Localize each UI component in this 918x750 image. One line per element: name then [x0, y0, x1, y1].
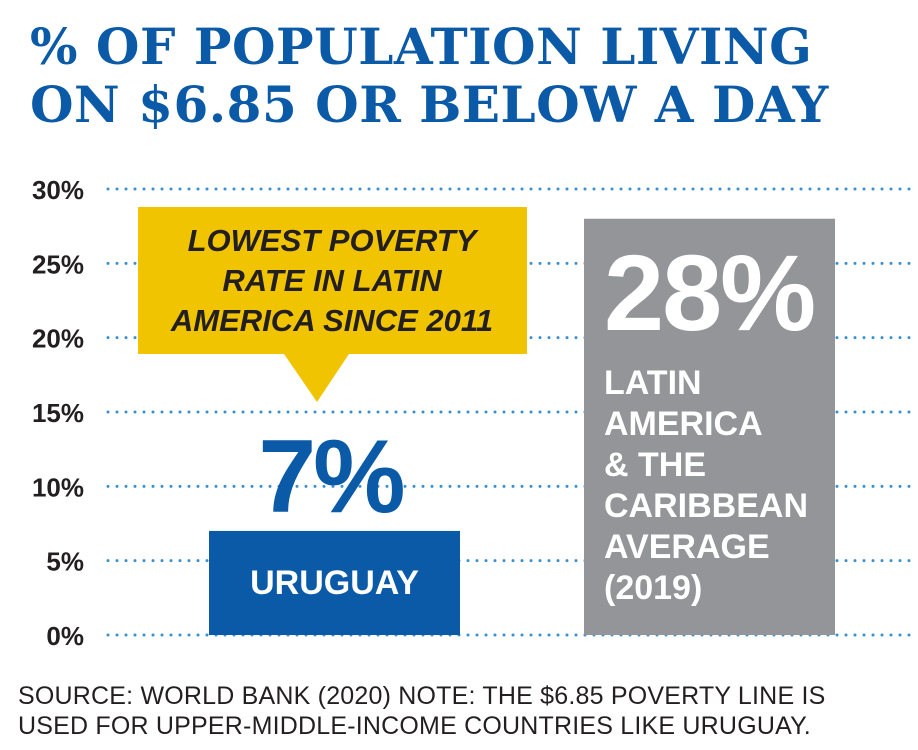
- bar-category-label-line: & THE: [604, 446, 706, 484]
- annotation-text-line: AMERICA SINCE 2011: [170, 303, 493, 338]
- bar-category-label-line: LATIN: [604, 364, 702, 402]
- annotation-text-line: RATE IN LATIN: [222, 263, 442, 298]
- bar-uruguay: [209, 530, 460, 635]
- bar-value-label: 28%: [604, 232, 814, 353]
- source-footnote: SOURCE: WORLD BANK (2020) NOTE: THE $6.8…: [18, 681, 908, 741]
- bar-category-label-line: (2019): [604, 569, 702, 607]
- y-tick-label: 5%: [46, 547, 84, 577]
- bar-category-label-line: CARIBBEAN: [604, 487, 808, 525]
- y-tick-label: 0%: [46, 621, 84, 651]
- annotation-callout: [138, 207, 527, 402]
- y-tick-label: 10%: [32, 472, 84, 502]
- bar-latin-america: [584, 218, 835, 635]
- chart-title-line-1: % OF POPULATION LIVING: [30, 17, 813, 76]
- bar-chart: 0%5%10%15%20%25%30%URUGUAY7%28%LATINAMER…: [32, 175, 914, 651]
- bar-category-label: URUGUAY: [250, 564, 419, 602]
- footnote-line-2: USED FOR UPPER-MIDDLE-INCOME COUNTRIES L…: [18, 712, 811, 740]
- y-tick-label: 20%: [32, 324, 84, 354]
- bar-value-label: 7%: [258, 419, 403, 535]
- y-tick-label: 25%: [32, 249, 84, 279]
- annotation-text-line: LOWEST POVERTY: [188, 223, 480, 258]
- y-tick-label: 15%: [32, 398, 84, 428]
- footnote-line-1: SOURCE: WORLD BANK (2020) NOTE: THE $6.8…: [18, 682, 826, 710]
- chart-title: % OF POPULATION LIVING ON $6.85 OR BELOW…: [30, 18, 900, 134]
- y-tick-label: 30%: [32, 175, 84, 205]
- bar-category-label-line: AMERICA: [604, 405, 763, 443]
- chart-title-line-2: ON $6.85 OR BELOW A DAY: [30, 75, 829, 134]
- bar-category-label-line: AVERAGE: [604, 528, 770, 566]
